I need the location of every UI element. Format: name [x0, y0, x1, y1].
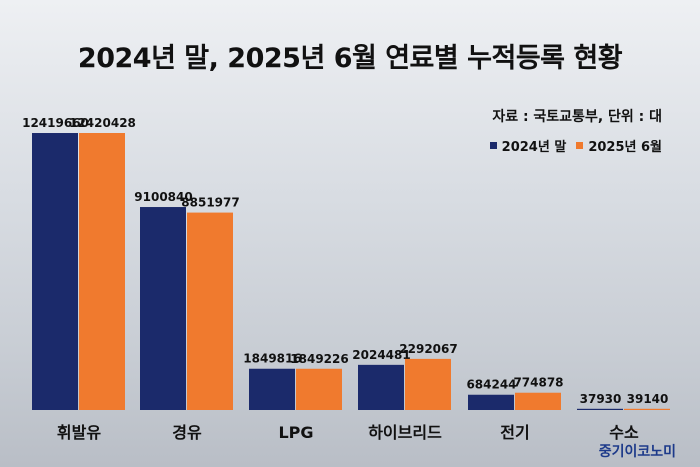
legend-swatch-series1: [489, 142, 497, 149]
bar-2-series1: [249, 368, 295, 410]
legend-item-series2: 2025년 6월: [576, 136, 662, 155]
legend: 2024년 말 2025년 6월: [489, 136, 662, 155]
value-label-1-series2: 8851977: [181, 196, 239, 210]
category-label-4: 전기: [500, 423, 529, 442]
bar-4-series2: [515, 392, 561, 410]
legend-swatch-series2: [576, 142, 584, 149]
bar-0-series1: [32, 133, 78, 410]
value-label-3-series2: 2292067: [399, 342, 457, 356]
source-note: 자료 : 국토교통부, 단위 : 대: [492, 109, 662, 125]
category-label-0: 휘발유: [57, 423, 101, 442]
bar-5-series1: [577, 408, 623, 410]
legend-label-series1: 2024년 말: [501, 140, 567, 155]
bar-0-series2: [79, 133, 125, 410]
value-label-3-series1: 2024481: [352, 348, 410, 362]
bar-1-series1: [140, 207, 186, 410]
legend-label-series2: 2025년 6월: [588, 140, 662, 155]
category-label-5: 수소: [609, 423, 639, 442]
chart-title: 2024년 말, 2025년 6월 연료별 누적등록 현황: [77, 43, 623, 74]
value-label-2-series1: 1849816: [243, 352, 301, 366]
legend-item-series1: 2024년 말: [489, 136, 567, 155]
value-label-1-series1: 9100840: [134, 190, 192, 204]
category-label-2: LPG: [278, 423, 313, 442]
value-label-4-series1: 684244: [466, 378, 516, 392]
bar-3-series1: [358, 364, 404, 410]
value-label-0-series1: 12419660: [22, 116, 89, 130]
value-label-0-series2: 12420428: [69, 116, 136, 130]
watermark: 중기이코노미: [598, 444, 676, 460]
value-label-2-series2: 1849226: [290, 352, 348, 366]
category-label-1: 경유: [172, 423, 202, 442]
value-label-5-series2: 39140: [627, 392, 669, 406]
bar-4-series1: [468, 394, 514, 410]
value-label-5-series1: 37930: [580, 392, 622, 406]
category-label-3: 하이브리드: [368, 423, 442, 442]
value-label-4-series2: 774878: [513, 376, 563, 390]
bar-3-series2: [405, 358, 451, 410]
bar-1-series2: [187, 212, 233, 410]
bar-2-series2: [296, 368, 342, 410]
bar-5-series2: [624, 408, 670, 410]
